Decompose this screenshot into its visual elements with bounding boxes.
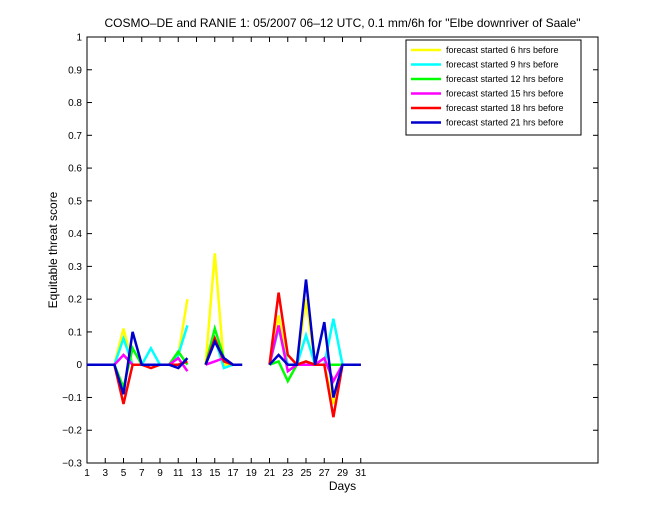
- x-tick-label: 21: [264, 468, 276, 479]
- y-tick-label: 0.7: [68, 131, 82, 142]
- y-tick-label: −0.3: [62, 459, 82, 470]
- legend-label-3: forecast started 12 hrs before: [446, 74, 564, 84]
- legend-box: [405, 39, 582, 136]
- legend-label-1: forecast started 6 hrs before: [446, 45, 559, 55]
- x-tick-label: 31: [355, 468, 367, 479]
- x-tick-label: 3: [102, 468, 108, 479]
- y-tick-label: 0.8: [68, 98, 82, 109]
- chart-title: COSMO–DE and RANIE 1: 05/2007 06–12 UTC,…: [104, 16, 580, 30]
- y-tick-label: −0.1: [62, 393, 82, 404]
- y-tick-label: 0.9: [68, 65, 82, 76]
- x-tick-label: 27: [319, 468, 331, 479]
- y-tick-label: 0.4: [68, 229, 82, 240]
- y-tick-label: 0.3: [68, 262, 82, 273]
- y-tick-label: 0: [76, 360, 82, 371]
- y-axis-label: Equitable threat score: [46, 191, 60, 308]
- x-tick-label: 7: [139, 468, 145, 479]
- legend-label-4: forecast started 15 hrs before: [446, 89, 564, 99]
- legend-label-6: forecast started 21 hrs before: [446, 118, 564, 128]
- legend-label-2: forecast started 9 hrs before: [446, 60, 559, 70]
- x-tick-label: 23: [282, 468, 294, 479]
- y-tick-label: 0.2: [68, 295, 82, 306]
- y-tick-label: 0.5: [68, 196, 82, 207]
- series-line-6: [204, 338, 243, 366]
- series-line-6: [87, 331, 189, 395]
- x-tick-label: 1: [84, 468, 90, 479]
- x-tick-label: 11: [173, 468, 184, 479]
- series-line-6: [268, 279, 361, 398]
- y-tick-label: −0.2: [62, 426, 82, 437]
- legend-label-5: forecast started 18 hrs before: [446, 103, 564, 113]
- x-tick-label: 15: [209, 468, 221, 479]
- x-tick-label: 9: [157, 468, 163, 479]
- x-tick-label: 17: [227, 468, 239, 479]
- x-tick-label: 29: [337, 468, 349, 479]
- x-tick-label: 5: [121, 468, 127, 479]
- x-tick-label: 19: [246, 468, 258, 479]
- y-tick-label: 1: [76, 33, 82, 44]
- x-tick-label: 13: [191, 468, 203, 479]
- x-axis-label: Days: [329, 479, 356, 493]
- y-tick-label: 0.6: [68, 164, 82, 175]
- x-tick-label: 25: [300, 468, 312, 479]
- y-tick-label: 0.1: [68, 327, 82, 338]
